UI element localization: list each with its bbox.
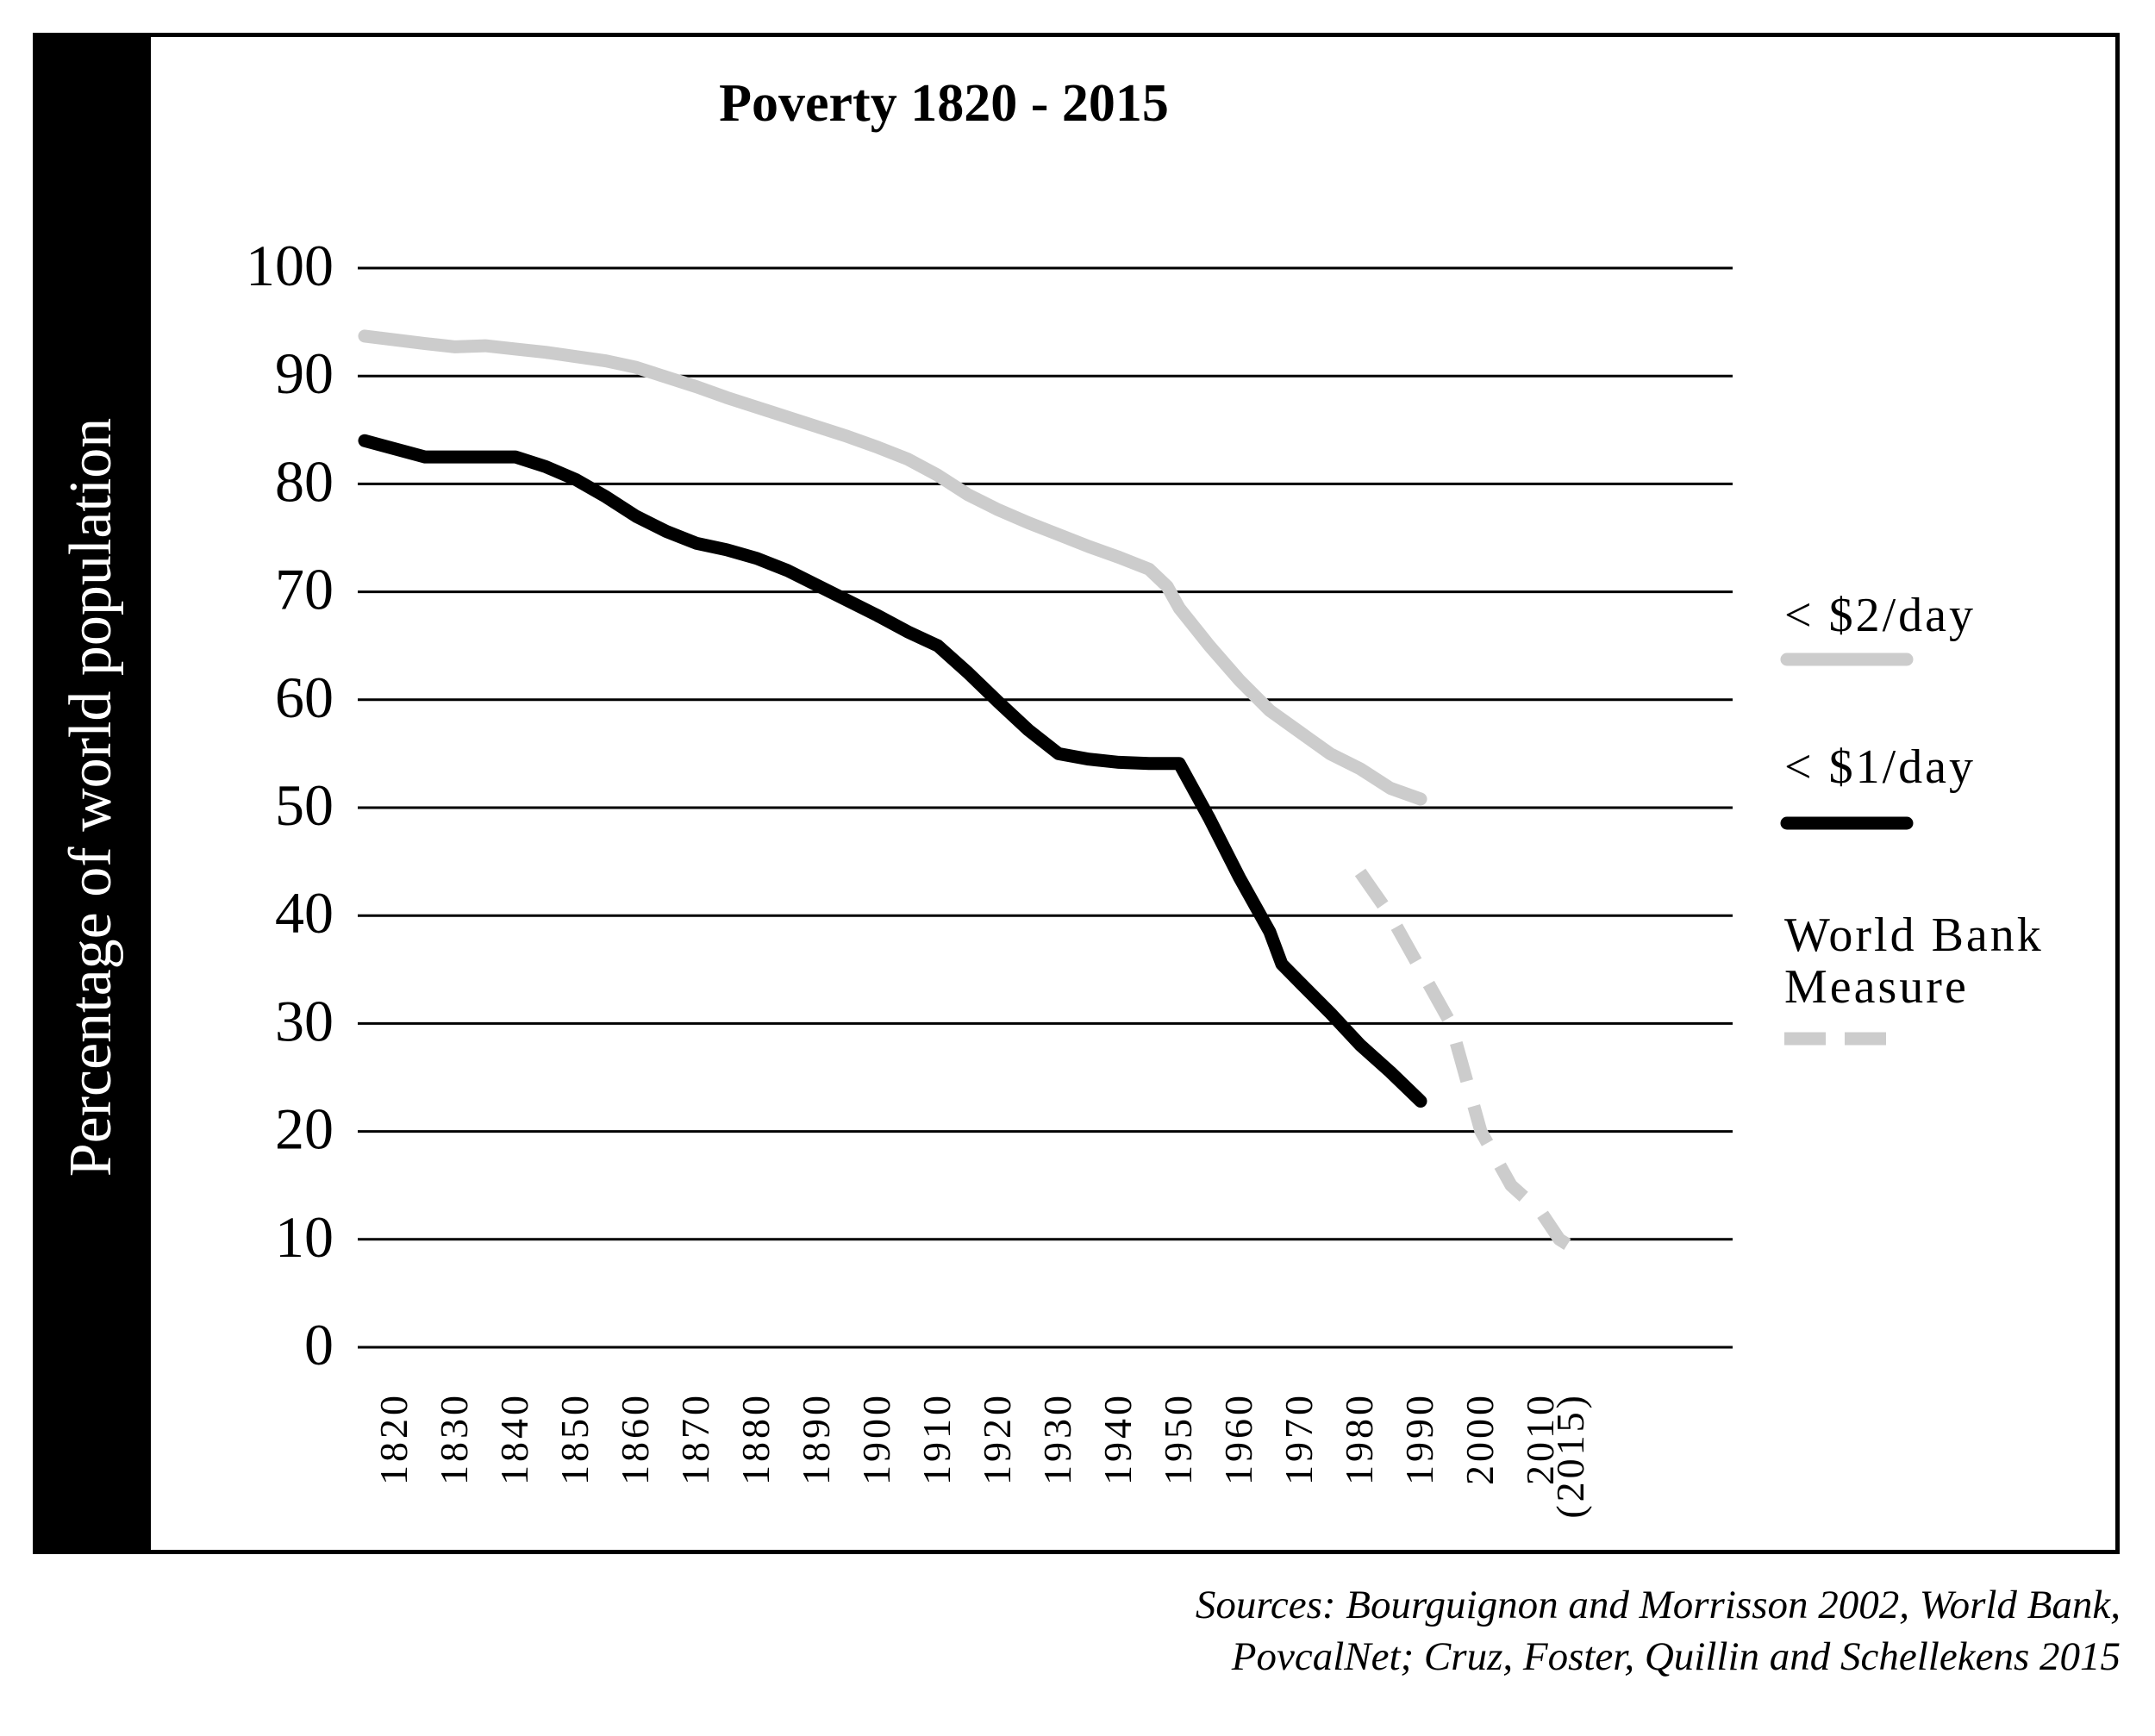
y-tick-label: 50 (275, 772, 334, 838)
x-tick-label: 1980 (1337, 1392, 1381, 1485)
source-note: Sources: Bourguignon and Morrisson 2002,… (914, 1579, 2121, 1683)
x-tick-label: 1910 (915, 1392, 959, 1485)
y-tick-label: 80 (275, 448, 334, 514)
series-lines (358, 329, 1575, 1252)
x-tick-label: 1820 (372, 1392, 415, 1485)
x-tick-label: 1840 (492, 1392, 536, 1485)
legend-label-world-bank: Measure (1784, 960, 1969, 1014)
chart-frame (33, 33, 2120, 1554)
x-tick-label: 1850 (553, 1392, 597, 1485)
x-tick-label: 2010 (1518, 1392, 1562, 1485)
x-tick-label: 1950 (1156, 1392, 1200, 1485)
y-axis-label: Percentage of world population (58, 418, 124, 1177)
y-tick-labels: 0 10 20 30 40 50 60 70 80 90 100 (246, 233, 334, 1377)
x-tick-label: 2000 (1458, 1392, 1502, 1485)
x-tick-label: 1940 (1096, 1392, 1140, 1485)
chart-title: Poverty 1820 - 2015 (719, 74, 1169, 133)
legend-label-world-bank: World Bank (1784, 909, 2044, 962)
y-tick-label: 90 (275, 340, 334, 406)
legend-label-2-dollar: < $2/day (1784, 589, 1976, 642)
x-tick-label: 1930 (1035, 1392, 1079, 1485)
y-tick-label: 70 (275, 557, 334, 622)
source-line-1: Sources: Bourguignon and Morrisson 2002,… (1195, 1583, 2121, 1627)
series-2-dollar-line (358, 329, 1427, 806)
x-tick-labels: 1820 1830 1840 1850 1860 1870 1880 1890 1900 1910… (372, 1392, 1592, 1519)
y-tick-label: 60 (275, 665, 334, 730)
legend-label-1-dollar: < $1/day (1784, 740, 1976, 794)
y-tick-label: 100 (246, 233, 334, 298)
x-tick-label: 1860 (613, 1392, 657, 1485)
x-tick-label: 1880 (734, 1392, 778, 1485)
series-world-bank-line (1354, 868, 1575, 1252)
x-tick-label: 1920 (975, 1392, 1019, 1485)
gridlines (358, 266, 1733, 1349)
source-line-2: PovcalNet; Cruz, Foster, Quillin and Sch… (1231, 1634, 2121, 1679)
y-axis-label-band (37, 37, 151, 1550)
x-tick-label: 1970 (1277, 1392, 1321, 1485)
x-tick-label: 1830 (432, 1392, 476, 1485)
x-tick-label: 1870 (673, 1392, 717, 1485)
x-tick-label: 1990 (1397, 1392, 1441, 1485)
x-tick-label: (2015) (1548, 1392, 1592, 1519)
y-tick-label: 30 (275, 988, 334, 1053)
x-tick-label: 1960 (1216, 1392, 1260, 1485)
y-tick-label: 40 (275, 880, 334, 946)
x-tick-label: 1900 (854, 1392, 898, 1485)
y-tick-label: 20 (275, 1096, 334, 1162)
series-1-dollar-line (358, 434, 1427, 1108)
y-tick-label: 10 (275, 1204, 334, 1270)
x-tick-label: 1890 (794, 1392, 838, 1485)
y-tick-label: 0 (304, 1312, 334, 1377)
